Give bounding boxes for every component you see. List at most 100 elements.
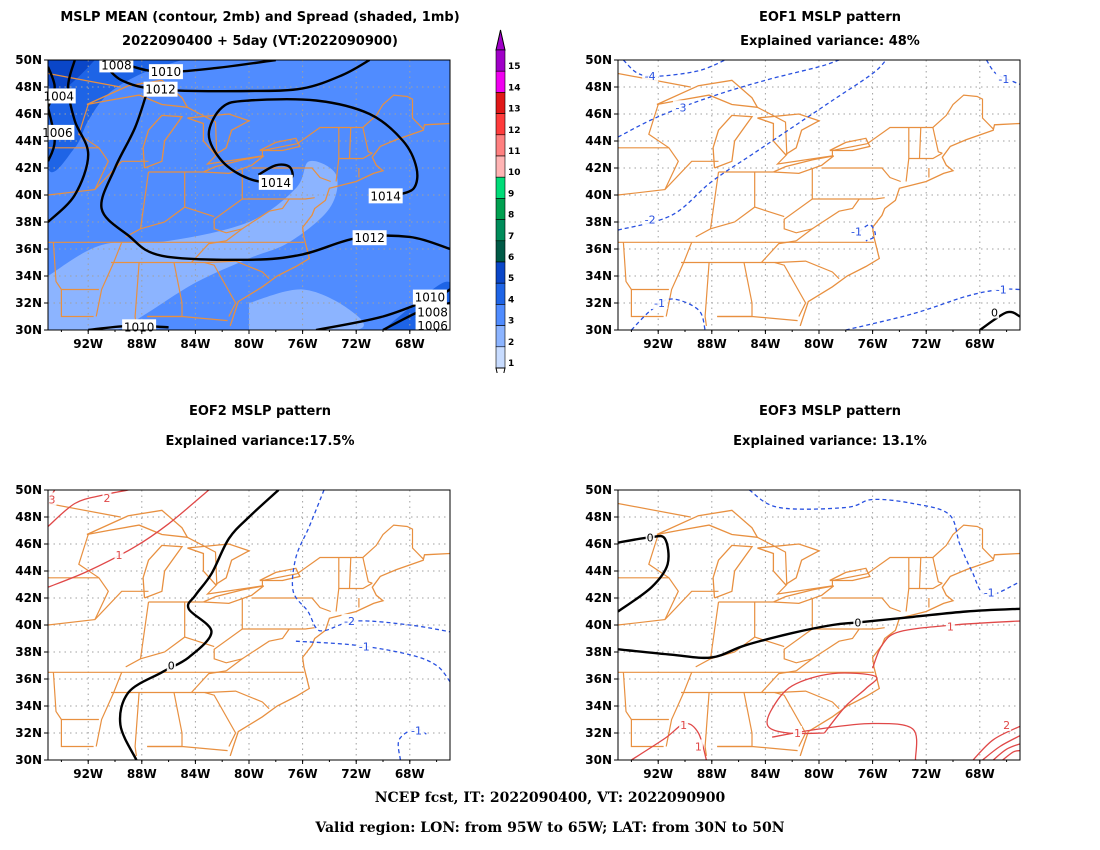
eof2-lon-label: 84W: [180, 767, 210, 781]
eof2-label-minus1-box: [356, 639, 373, 653]
mean-lon-label: 92W: [73, 337, 103, 351]
eof1-label-minus1-sw-box: [651, 296, 668, 309]
eof3-lon-label: 68W: [965, 767, 995, 781]
isobar-label-1010-box: [148, 64, 183, 80]
eof2-lon-label: 80W: [234, 767, 264, 781]
colorbar-swatch: [495, 70, 506, 93]
mean-state-border: [48, 160, 149, 196]
eof2-state-border: [48, 502, 121, 518]
eof3-state-border: [783, 628, 813, 664]
eof3-contour-1-ne: [871, 620, 1020, 669]
eof1-state-border: [717, 262, 753, 318]
eof2-label-1: 1: [116, 549, 123, 562]
eof3-label-1-ga: 1: [794, 727, 801, 740]
eof2-contour-2: [48, 490, 129, 527]
mean-state-border: [190, 240, 227, 263]
colorbar-swatch: [495, 325, 506, 348]
mean-lat-label: 34N: [15, 269, 42, 283]
mean-lake-michigan: [142, 114, 184, 169]
isobar-1012-north: [100, 60, 371, 93]
colorbar-label: 11: [508, 147, 521, 157]
mean-lon-label: 72W: [341, 337, 371, 351]
mean-state-border: [95, 242, 123, 317]
eof2-state-border: [338, 582, 373, 590]
colorbar-swatch: [495, 92, 506, 114]
mean-lat-label: 32N: [15, 296, 42, 310]
eof2-state-border: [187, 524, 424, 595]
eof3-coastline: [799, 552, 1020, 757]
eof1-state-border: [795, 198, 860, 242]
eof1-lat-label: 48N: [585, 80, 612, 94]
eof3-contour-1-sc: [771, 722, 918, 760]
eof3-lat-label: 30N: [585, 753, 612, 767]
mean-state-border: [187, 94, 424, 165]
eof2-lat-label: 42N: [15, 591, 42, 605]
eof2-state-border: [125, 636, 215, 668]
eof1-state-border: [757, 94, 994, 165]
eof1-lake-superior: [656, 79, 759, 109]
isobar-label-1006-se: 1006: [417, 319, 448, 333]
isobar-label-1010-se-box: [412, 289, 447, 305]
eof1-state-border: [760, 240, 797, 263]
colorbar-swatch: [495, 113, 506, 136]
mslp-mean-spread-map: 1010101210141014101210101008100610041006…: [15, 53, 451, 351]
isobar-label-1014-east: 1014: [370, 189, 401, 203]
isobar-label-1008: 1008: [101, 58, 132, 72]
mean-state-border: [213, 198, 243, 234]
eof3-label-1-sw2: 1: [695, 741, 702, 754]
mean-state-border: [225, 198, 290, 242]
eof3-lat-label: 40N: [585, 618, 612, 632]
eof3-state-border: [908, 582, 943, 590]
eof2-contour-minus1: [295, 640, 450, 683]
isobar-label-1008-box: [99, 57, 134, 73]
eof2-lon-label: 76W: [288, 767, 318, 781]
eof1-lat-label: 38N: [585, 215, 612, 229]
isobar-label-1010: 1010: [151, 65, 182, 79]
eof2-lat-label: 44N: [15, 564, 42, 578]
isobar-label-1004: 1004: [43, 89, 74, 103]
eof2-label-minus2-box: [341, 613, 358, 627]
eof3-state-border: [717, 745, 798, 752]
eof3-label-zero-nw: 0: [647, 531, 654, 544]
mean-state-border: [338, 152, 373, 160]
mean-lon-label: 88W: [127, 337, 157, 351]
eof2-state-border: [190, 670, 227, 693]
eof1-state-border: [695, 206, 785, 238]
eof3-state-border: [622, 672, 669, 721]
eof3-map: 00-11111250N48N46N44N42N40N38N36N34N32N3…: [585, 483, 1021, 781]
eof3-state-border: [704, 692, 710, 756]
isobar-label-1010-sw-box: [122, 319, 157, 335]
isobar-label-1006-box: [40, 124, 75, 140]
colorbar-label: 5: [508, 274, 514, 284]
eof3-lake-huron: [757, 543, 821, 586]
eof1-lon-label: 80W: [804, 337, 834, 351]
eof2-state-border: [95, 672, 123, 747]
eof1-lake-erie: [773, 155, 835, 175]
eof1-lon-label: 72W: [911, 337, 941, 351]
eof2-state-border: [111, 690, 270, 710]
mean-panel-title-line1: MSLP MEAN (contour, 2mb) and Spread (sha…: [60, 10, 460, 25]
eof2-lat-label: 30N: [15, 753, 42, 767]
eof2-lon-label: 88W: [127, 767, 157, 781]
eof3-lat-label: 32N: [585, 726, 612, 740]
eof1-label-minus1-ne-box: [995, 71, 1012, 85]
colorbar-label: 10: [508, 168, 521, 178]
eof1-lat-label: 36N: [585, 242, 612, 256]
eof2-label-zero: 0: [168, 660, 175, 673]
eof3-contour-minus1: [748, 490, 1020, 596]
spread-shade-level-4: [48, 60, 182, 173]
eof2-map: 3 2 1 0 -2 -1 -1 50N 48N 46N 44N 42N 40N 38N 36N 34N 32N…: [15, 483, 451, 781]
isobar-label-1006-se-box: [415, 317, 450, 333]
eof1-contour-zero: [979, 310, 1020, 330]
eof1-lake-huron: [757, 113, 821, 156]
eof2-lat-label: 34N: [15, 699, 42, 713]
eof1-state-border: [648, 104, 679, 190]
colorbar-top-arrow: [495, 29, 506, 51]
isobar-label-1010-se: 1010: [415, 291, 446, 305]
colorbar-swatch: [495, 198, 506, 220]
mean-state-border: [139, 171, 150, 229]
eof1-lat-label: 34N: [585, 269, 612, 283]
eof1-label-minus1-se-box: [993, 282, 1010, 296]
mean-state-border: [147, 315, 228, 322]
eof2-state-border: [147, 745, 228, 752]
